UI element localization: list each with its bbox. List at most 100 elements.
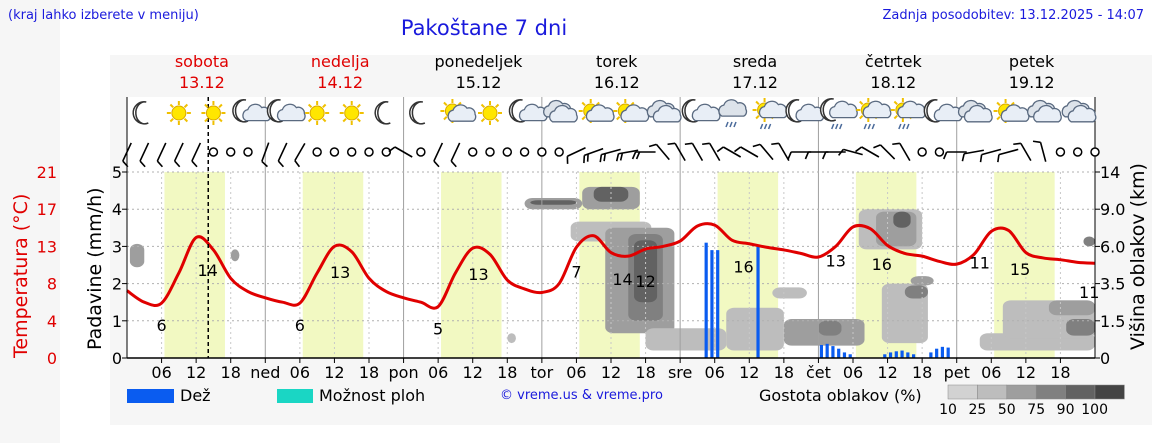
temp-tick-label-0: 0 [47, 349, 57, 368]
wind-calm-icon-21 [486, 148, 494, 156]
wind-calm-icon-47 [935, 148, 943, 156]
temp-tick-label-2: 8 [47, 275, 57, 294]
wind-calm-icon-20 [469, 148, 477, 156]
rain-bar-0 [705, 243, 708, 358]
temp-label-13: 15 [1010, 260, 1030, 279]
rain-bar-5 [826, 344, 829, 358]
x-tick-label-13: 12 [601, 363, 621, 382]
wind-calm-icon-55 [1074, 148, 1082, 156]
temp-label-11: 16 [872, 255, 892, 274]
wind-calm-icon-54 [1056, 148, 1064, 156]
cloud-tick-label-0: 0 [1100, 349, 1110, 368]
legend-density-title: Gostota oblakov (%) [759, 386, 922, 405]
cloud-axis-title: Višina oblakov (km) [1127, 150, 1149, 350]
wind-calm-icon-6 [227, 148, 235, 156]
precip-tick-label-0: 0 [112, 349, 122, 368]
day-name-6: petek [982, 52, 1082, 72]
temp-label-7: 14 [612, 270, 632, 289]
cloud-patch-20 [905, 285, 928, 298]
precip-tick-label-1: 1 [112, 312, 122, 331]
wind-calm-icon-5 [209, 148, 217, 156]
legend-rain-swatch [127, 389, 174, 403]
x-tick-label-21: 12 [877, 363, 897, 382]
temp-tick-label-5: 21 [37, 163, 57, 182]
x-tick-label-14: 18 [635, 363, 655, 382]
sun-icon [310, 106, 324, 120]
rain-bar-11 [889, 352, 892, 358]
day-name-1: nedelja [290, 52, 390, 72]
x-tick-label-7: pon [389, 363, 419, 382]
wind-calm-icon-13 [348, 148, 356, 156]
cloud-tick-label-2: 3.5 [1100, 275, 1125, 294]
day-name-4: sreda [705, 52, 805, 72]
sun-icon [172, 106, 186, 120]
precip-tick-label-4: 4 [112, 200, 122, 219]
temp-label-9: 16 [733, 258, 753, 277]
rain-bar-12 [895, 351, 898, 358]
rain-bar-16 [929, 352, 932, 358]
x-tick-label-9: 12 [463, 363, 483, 382]
temp-label-12: 11 [970, 254, 990, 273]
rain-bar-2 [716, 250, 719, 358]
rain-bar-1 [710, 250, 713, 358]
day-name-2: ponedeljek [428, 52, 528, 72]
weather-icon-1-sun [167, 101, 191, 125]
temp-label-4: 5 [433, 320, 443, 339]
x-tick-label-8: 06 [428, 363, 448, 382]
x-tick-label-3: ned [250, 363, 280, 382]
cloud-patch-2 [507, 333, 516, 343]
day-date-4: 17.12 [705, 73, 805, 93]
temp-tick-label-4: 17 [37, 200, 57, 219]
legend-density-swatch-1 [977, 385, 1006, 399]
temp-tick-label-1: 4 [47, 312, 57, 331]
legend-density-label-0: 10 [939, 402, 957, 418]
cloud-patch-15 [818, 321, 841, 336]
x-tick-label-0: 06 [151, 363, 171, 382]
legend-density-swatch-4 [1066, 385, 1095, 399]
wind-calm-icon-12 [330, 148, 338, 156]
cloud-patch-0 [130, 244, 144, 267]
precip-tick-label-2: 2 [112, 275, 122, 294]
cloud-tick-label-5: 14 [1100, 163, 1120, 182]
copyright-link[interactable]: © vreme.us & vreme.pro [500, 388, 663, 403]
x-tick-label-18: 18 [774, 363, 794, 382]
x-tick-label-25: 12 [1016, 363, 1036, 382]
x-tick-label-26: 18 [1050, 363, 1070, 382]
legend-density-label-5: 100 [1081, 402, 1108, 418]
day-date-0: 13.12 [152, 73, 252, 93]
legend-density-swatch-3 [1036, 385, 1065, 399]
cloud-patch-24 [1049, 300, 1095, 315]
precip-tick-label-3: 3 [112, 237, 122, 256]
cloud-patch-18 [893, 212, 910, 228]
wind-calm-icon-23 [521, 148, 529, 156]
cloud-patch-25 [1066, 319, 1095, 336]
wind-calm-icon-46 [918, 148, 926, 156]
wind-calm-icon-15 [382, 148, 390, 156]
temp-label-6: 7 [571, 262, 581, 281]
legend-density-label-2: 50 [998, 402, 1016, 418]
temp-label-0: 6 [156, 316, 166, 335]
cloud-tick-label-4: 9.0 [1100, 200, 1125, 219]
sun-icon [345, 106, 359, 120]
day-date-5: 18.12 [843, 73, 943, 93]
precip-tick-label-5: 5 [112, 163, 122, 182]
rain-bar-17 [935, 349, 938, 358]
rain-bar-8 [843, 352, 846, 358]
x-tick-label-17: 12 [739, 363, 759, 382]
day-date-3: 16.12 [567, 73, 667, 93]
wind-calm-icon-56 [1091, 148, 1099, 156]
x-tick-label-22: 18 [912, 363, 932, 382]
x-tick-label-16: 06 [705, 363, 725, 382]
cloud-tick-label-1: 1.5 [1100, 312, 1125, 331]
temp-label-10: 13 [826, 251, 846, 270]
x-tick-label-23: pet [944, 363, 970, 382]
x-tick-label-5: 12 [324, 363, 344, 382]
x-tick-label-11: tor [531, 363, 554, 382]
day-date-2: 15.12 [428, 73, 528, 93]
temp-label-2: 6 [295, 316, 305, 335]
rain-bar-3 [756, 246, 759, 358]
wind-calm-icon-17 [417, 148, 425, 156]
x-tick-label-19: čet [806, 363, 831, 382]
temp-label-3: 13 [330, 263, 350, 282]
x-tick-label-10: 18 [497, 363, 517, 382]
